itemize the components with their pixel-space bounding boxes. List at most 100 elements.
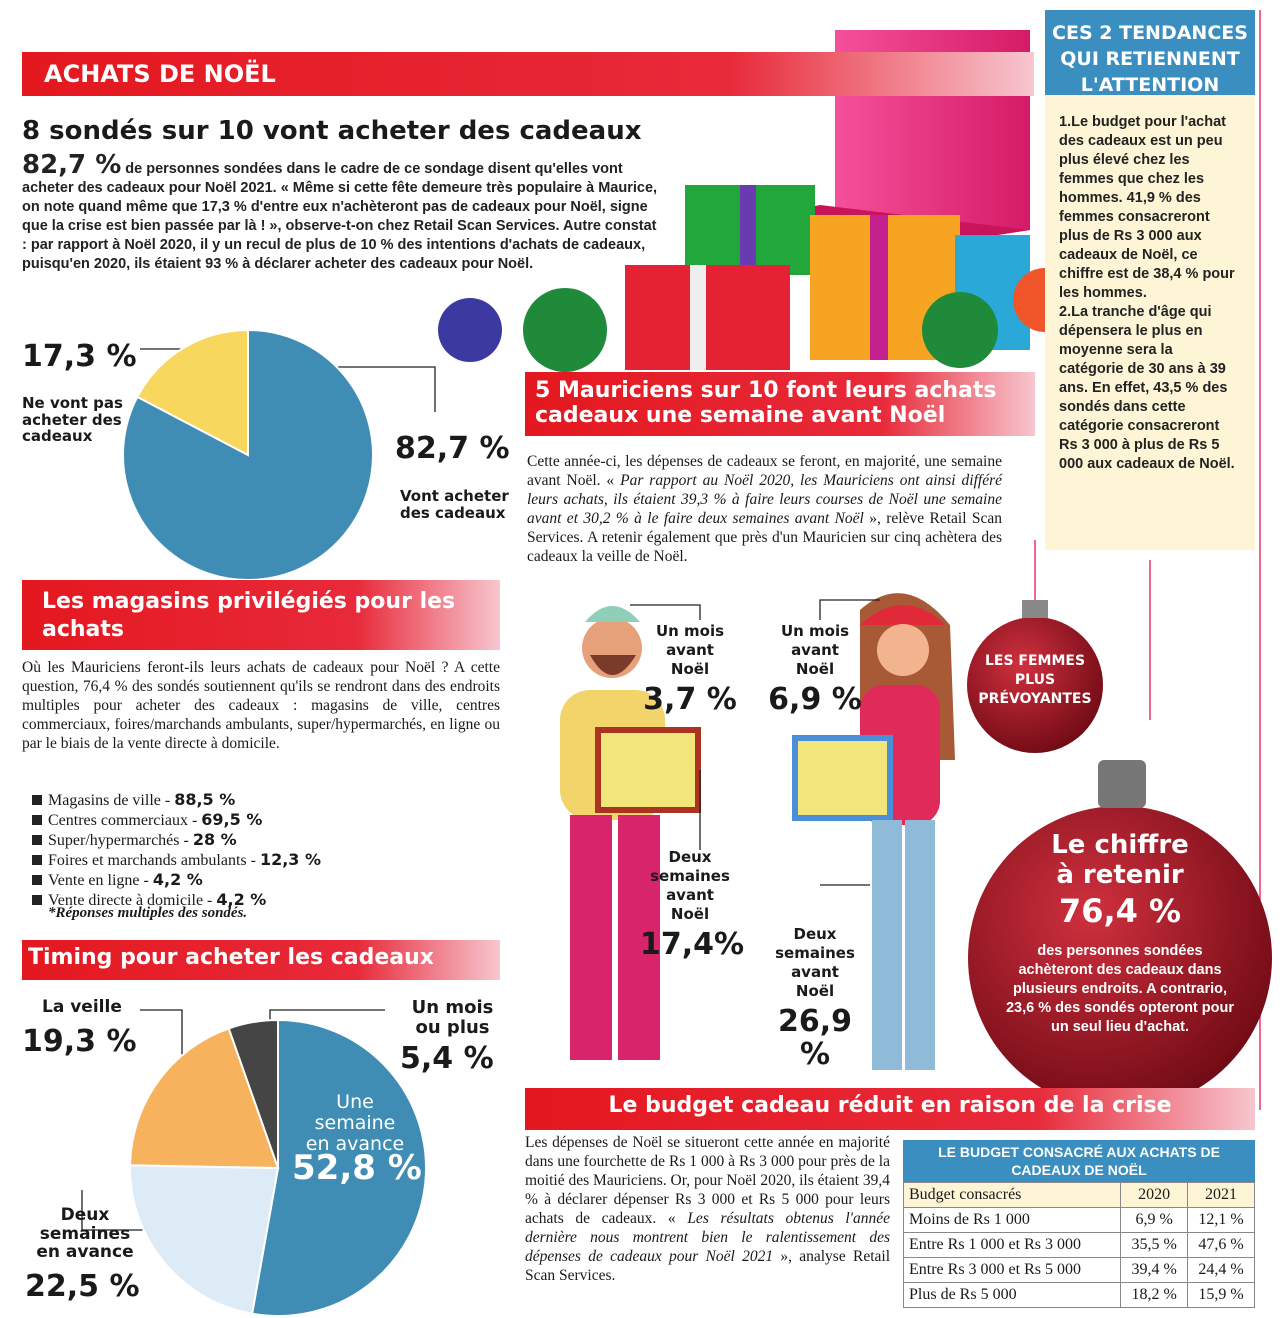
- stores-list: Magasins de ville -88,5 % Centres commerc…: [32, 790, 322, 910]
- figure-label: Un mois avant Noël: [655, 622, 725, 678]
- figure-value: 17,4%: [640, 927, 745, 962]
- section-banner: Timing pour acheter les cadeaux: [22, 940, 500, 980]
- table-cell: 15,9 %: [1187, 1282, 1255, 1308]
- pie-slice: [250, 1018, 427, 1317]
- table-header-cell: 2020: [1120, 1182, 1189, 1208]
- item-value: 28 %: [192, 830, 237, 849]
- list-item: Foires et marchands ambulants -12,3 %: [32, 850, 322, 870]
- pie-slice: [129, 1164, 280, 1315]
- intro: 82,7 % de personnes sondées dans le cadr…: [22, 152, 662, 274]
- item-label: Vente en ligne -: [48, 872, 149, 889]
- figure-stat: Deux semaines avant Noël 26,9 %: [765, 925, 865, 1071]
- budget-text: Les dépenses de Noël se situeront cette …: [525, 1133, 890, 1285]
- section-banner: Les magasins privilégiés pour les achats: [22, 580, 500, 650]
- slice-value-label: 19,3 %: [22, 1024, 137, 1059]
- gifts-illustration: [438, 30, 1077, 372]
- table-row: Plus de Rs 5 000 18,2 % 15,9 %: [902, 1282, 1255, 1308]
- item-value: 12,3 %: [259, 850, 322, 869]
- quote: Par rapport au Noël 2020, les Mauriciens…: [527, 472, 1003, 527]
- intro-text: de personnes sondées dans le cadre de ce…: [22, 161, 658, 272]
- figure-label: Deux semaines avant Noël: [775, 925, 855, 1000]
- section-banner: ACHATS DE NOËL: [22, 52, 1034, 96]
- key-value: 76,4 %: [1058, 892, 1182, 930]
- intro-lead: 82,7 %: [22, 150, 122, 180]
- figure-value: 3,7 %: [643, 682, 737, 717]
- text: », relève Retail Scan Services. A reteni…: [527, 510, 1003, 565]
- item-label: Vente directe à domicile -: [48, 892, 213, 909]
- slice-value-label: 5,4 %: [400, 1041, 494, 1076]
- list-item: Centres commerciaux -69,5 %: [32, 810, 321, 830]
- slice-category-label: Une semaine en avance: [305, 1091, 405, 1155]
- sidebar-item: 2.La tranche d'âge qui dépensera le plus…: [1059, 304, 1235, 472]
- slice-category-label: Deux semaines en avance: [36, 1205, 134, 1263]
- quote: Les résultats obtenus l'année dernière n…: [525, 1210, 890, 1265]
- section-banner: 5 Mauriciens sur 10 font leurs achats ca…: [525, 372, 1035, 436]
- table-header-row: Budget consacrés 2020 2021: [902, 1182, 1255, 1208]
- key-text: des personnes sondées achèteront des cad…: [1005, 943, 1234, 1035]
- table-title: LE BUDGET CONSACRÉ AUX ACHATS DE CADEAUX…: [903, 1140, 1255, 1182]
- slice-category-label: Un mois ou plus: [411, 997, 494, 1038]
- sidebar-item: 1.Le budget pour l'achat des cadeaux est…: [1059, 114, 1235, 301]
- bullet: [32, 855, 42, 865]
- slice-category-label: Vont acheter des cadeaux: [400, 487, 509, 522]
- sidebar-title: CES 2 TENDANCES QUI RETIENNENT L'ATTENTI…: [1045, 10, 1255, 96]
- table-header-cell: 2021: [1187, 1182, 1255, 1208]
- table-row: Moins de Rs 1 000 6,9 % 12,1 %: [902, 1207, 1255, 1233]
- man-illustration: [560, 606, 701, 1060]
- item-label: Centres commerciaux -: [48, 812, 198, 829]
- sidebar: 1.Le budget pour l'achat des cadeaux est…: [1045, 95, 1255, 550]
- figure-stat: Un mois avant Noël 3,7 %: [640, 622, 740, 716]
- bullet: [32, 815, 42, 825]
- slice-category-label: La veille: [42, 997, 122, 1017]
- table-cell: 47,6 %: [1187, 1232, 1255, 1258]
- item-label: Foires et marchands ambulants -: [48, 852, 256, 869]
- table-cell: Entre Rs 1 000 et Rs 3 000: [902, 1232, 1122, 1258]
- table-cell: 12,1 %: [1187, 1207, 1255, 1233]
- ornament: [968, 806, 1272, 1110]
- ornament: [967, 617, 1103, 753]
- bullet: [32, 875, 42, 885]
- slice-value-label: 17,3 %: [22, 339, 137, 374]
- table-cell: 6,9 %: [1120, 1207, 1189, 1233]
- note: *Réponses multiples des sondés.: [48, 905, 248, 921]
- pie-slice: [227, 1018, 279, 1169]
- budget-table: LE BUDGET CONSACRÉ AUX ACHATS DE CADEAUX…: [902, 1140, 1255, 1308]
- item-label: Magasins de ville -: [48, 792, 171, 809]
- text: Cette année-ci, les dépenses de cadeaux …: [527, 453, 1002, 489]
- table-cell: 18,2 %: [1120, 1282, 1189, 1308]
- slice-value-label: 22,5 %: [25, 1269, 140, 1304]
- table-header-cell: Budget consacrés: [902, 1182, 1122, 1208]
- figure-value: 6,9 %: [768, 682, 862, 717]
- figure-stat: Deux semaines avant Noël 17,4%: [640, 848, 745, 962]
- list-item: Super/hypermarchés -28 %: [32, 830, 321, 850]
- figure-stat: Un mois avant Noël 6,9 %: [765, 622, 865, 716]
- item-label: Super/hypermarchés -: [48, 832, 189, 849]
- bullet: [32, 795, 42, 805]
- slice-value-label: 52,8 %: [292, 1148, 422, 1188]
- key-title: Le chiffre à retenir: [1051, 830, 1189, 890]
- item-value: 4,2 %: [152, 870, 203, 889]
- headline: 8 sondés sur 10 vont acheter des cadeaux: [22, 116, 642, 146]
- pie-slice: [135, 328, 249, 457]
- bullet: [32, 895, 42, 905]
- item-value: 4,2 %: [216, 890, 267, 909]
- item-value: 88,5 %: [174, 790, 236, 809]
- table-cell: Entre Rs 3 000 et Rs 5 000: [902, 1257, 1122, 1283]
- table-cell: 39,4 %: [1120, 1257, 1189, 1283]
- ornament-text: LES FEMMES PLUS PRÉVOYANTES: [978, 653, 1092, 707]
- table-cell: Plus de Rs 5 000: [902, 1282, 1122, 1308]
- figure-value: 26,9 %: [777, 1004, 853, 1072]
- list-item: Magasins de ville -88,5 %: [32, 790, 321, 810]
- table-cell: 24,4 %: [1187, 1257, 1255, 1283]
- table-cell: 35,5 %: [1120, 1232, 1189, 1258]
- section-banner: Le budget cadeau réduit en raison de la …: [525, 1088, 1255, 1130]
- slice-category-label: Ne vont pas acheter des cadeaux: [22, 394, 123, 445]
- text: », analyse Retail Scan Services.: [525, 1248, 891, 1284]
- text: Les dépenses de Noël se situeront cette …: [525, 1134, 890, 1227]
- table: Budget consacrés 2020 2021 Moins de Rs 1 00…: [902, 1182, 1255, 1308]
- stores-text: Où les Mauriciens feront-ils leurs achat…: [22, 659, 500, 752]
- week-text: Cette année-ci, les dépenses de cadeaux …: [527, 452, 1002, 566]
- figure-label: Deux semaines avant Noël: [650, 848, 730, 923]
